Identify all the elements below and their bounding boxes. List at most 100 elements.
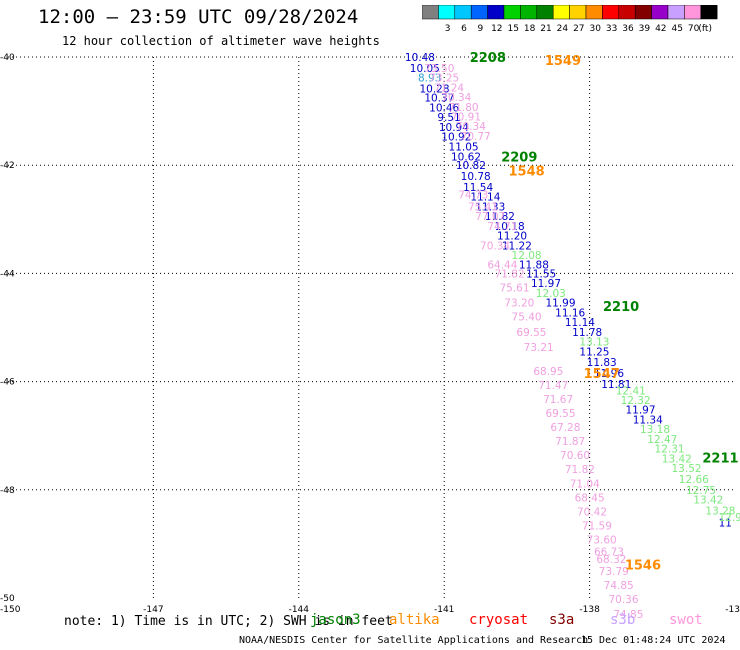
wave-height-point: 69.55 bbox=[545, 408, 575, 420]
wave-height-point: 73.20 bbox=[504, 298, 534, 310]
wave-height-point: 10.48 bbox=[405, 52, 435, 64]
wave-height-point: 73.60 bbox=[587, 535, 617, 547]
wave-height-point: 10.82 bbox=[456, 160, 486, 172]
mission-label-cryosat: cryosat bbox=[469, 612, 529, 628]
pass-time-label: 2209 bbox=[501, 151, 537, 166]
wave-height-point: 74.85 bbox=[613, 609, 643, 621]
wave-height-point: 12.08 bbox=[512, 250, 542, 262]
wave-height-point: 68.45 bbox=[575, 492, 605, 504]
wave-height-point: 77.07 bbox=[475, 211, 505, 223]
wave-height-point: 71.59 bbox=[582, 521, 612, 533]
wave-height-point: 66.73 bbox=[594, 546, 624, 558]
wave-height-point: 11.54 bbox=[463, 182, 493, 194]
wave-height-point: 11.82 bbox=[485, 211, 515, 223]
wave-height-point: 13.13 bbox=[579, 337, 609, 349]
wave-height-point: 10.78 bbox=[461, 171, 491, 183]
wave-height-point: 12.47 bbox=[647, 434, 677, 446]
wave-height-point: 11.78 bbox=[572, 327, 602, 339]
wave-height-point: 10.46 bbox=[429, 102, 459, 114]
color-bin-label: 24 bbox=[557, 24, 569, 34]
wave-height-point: 9.51 bbox=[437, 112, 460, 124]
wave-height-point: 74.73 bbox=[458, 189, 488, 201]
wave-height-point: 12.32 bbox=[621, 395, 651, 407]
wave-height-point: 67.28 bbox=[550, 422, 580, 434]
color-bin-label: 33 bbox=[606, 24, 617, 34]
wave-height-point: 10.05 bbox=[410, 63, 440, 75]
wave-height-point: 71.24 bbox=[434, 82, 464, 94]
color-bin-label: 18 bbox=[524, 24, 536, 34]
color-bin-label: 27 bbox=[573, 24, 584, 34]
wave-height-point: 10.18 bbox=[495, 221, 525, 233]
wave-height-point: 11.14 bbox=[565, 317, 595, 329]
wave-height-point: 71.87 bbox=[555, 436, 585, 448]
color-bin-label: 42 bbox=[655, 24, 666, 34]
color-bin-label: 39 bbox=[639, 24, 651, 34]
y-tick-label: -46 bbox=[0, 378, 15, 388]
pass-time-label: 1549 bbox=[545, 54, 581, 69]
wave-height-point: 73.21 bbox=[524, 342, 554, 354]
wave-height-point: 74.85 bbox=[604, 580, 634, 592]
color-scale-legend: 3 6 9 12 15 18 21 24 27 30 33 36 39 42 45 70 (ft) bbox=[422, 5, 718, 34]
wave-height-point: 10.94 bbox=[439, 122, 469, 134]
wave-height-point: 70.34 bbox=[441, 92, 471, 104]
wave-height-point: 71.47 bbox=[538, 380, 568, 392]
wave-height-point: 70.60 bbox=[560, 450, 590, 462]
wave-height-point: 70.34 bbox=[480, 240, 510, 252]
wave-height-point: 11.20 bbox=[497, 231, 527, 243]
pass-time-label: 1547 bbox=[584, 367, 620, 382]
wave-height-point: 11.96 bbox=[594, 368, 624, 380]
wave-height-point: 11 bbox=[719, 517, 732, 529]
wave-height-point: 11.99 bbox=[545, 298, 575, 310]
color-scale-unit: (ft) bbox=[698, 24, 712, 34]
y-tick-label: -48 bbox=[0, 486, 15, 496]
wave-height-point: 11.22 bbox=[502, 240, 532, 252]
wave-height-point: 11.16 bbox=[555, 307, 585, 319]
color-bin-label: 9 bbox=[478, 24, 484, 34]
wave-height-point: 12.41 bbox=[616, 385, 646, 397]
wave-height-point: 75.61 bbox=[499, 282, 529, 294]
wave-height-point: 11.97 bbox=[625, 405, 655, 417]
wave-height-point: 13.42 bbox=[693, 495, 723, 507]
wave-height-point: 10.37 bbox=[424, 93, 454, 105]
wave-height-point: 11.88 bbox=[519, 260, 549, 272]
wave-height-point: 13.42 bbox=[662, 453, 692, 465]
wave-height-point: 12.31 bbox=[655, 444, 685, 456]
color-bin-label: 6 bbox=[461, 24, 467, 34]
chart-title: 12:00 – 23:59 UTC 09/28/2024 bbox=[38, 6, 359, 28]
pass-time-label: 2208 bbox=[470, 51, 506, 66]
color-bin-label: 12 bbox=[491, 24, 502, 34]
wave-height-point: 73.79 bbox=[599, 566, 629, 578]
wave-height-point: 75.41 bbox=[468, 201, 498, 213]
pass-time-label: 1548 bbox=[508, 165, 544, 180]
color-bin-label: 3 bbox=[445, 24, 451, 34]
wave-height-point: 69.55 bbox=[516, 327, 546, 339]
mission-label-s3a: s3a bbox=[549, 612, 575, 628]
wave-height-point: 12.66 bbox=[679, 474, 709, 486]
footer-organization: NOAA/NESDIS Center for Satellite Applica… bbox=[239, 635, 589, 646]
wave-height-point: 70.77 bbox=[461, 131, 491, 143]
wave-height-point: 10.28 bbox=[419, 83, 449, 95]
wave-height-point: 11.81 bbox=[601, 379, 631, 391]
wave-height-point: 70.34 bbox=[456, 121, 486, 133]
wave-height-point: 68.32 bbox=[596, 554, 626, 566]
x-tick-label: -144 bbox=[289, 605, 310, 615]
mission-label-jason3: jason3 bbox=[310, 612, 361, 628]
wave-height-point: 12.9 bbox=[718, 512, 740, 524]
color-bin bbox=[700, 5, 718, 20]
pass-time-label: 2210 bbox=[603, 300, 639, 315]
footer-timestamp: 15 Dec 01:48:24 UTC 2024 bbox=[581, 635, 726, 646]
wave-height-point: 71.04 bbox=[570, 478, 600, 490]
x-tick-label: -138 bbox=[579, 605, 600, 615]
wave-height-point: 13.18 bbox=[640, 424, 670, 436]
wave-height-point: 68.95 bbox=[533, 366, 563, 378]
color-bin-label: 36 bbox=[622, 24, 634, 34]
wave-height-point: 11.97 bbox=[531, 278, 561, 290]
wave-height-point: 70.42 bbox=[577, 506, 607, 518]
color-bin-label: 15 bbox=[507, 24, 518, 34]
wave-height-point: 11.05 bbox=[449, 141, 479, 153]
x-tick-label-end: -13 bbox=[725, 605, 740, 615]
wave-height-point: 11.33 bbox=[475, 201, 505, 213]
wave-height-point: 64.44 bbox=[487, 260, 517, 272]
wave-height-point: 70.91 bbox=[451, 112, 481, 124]
